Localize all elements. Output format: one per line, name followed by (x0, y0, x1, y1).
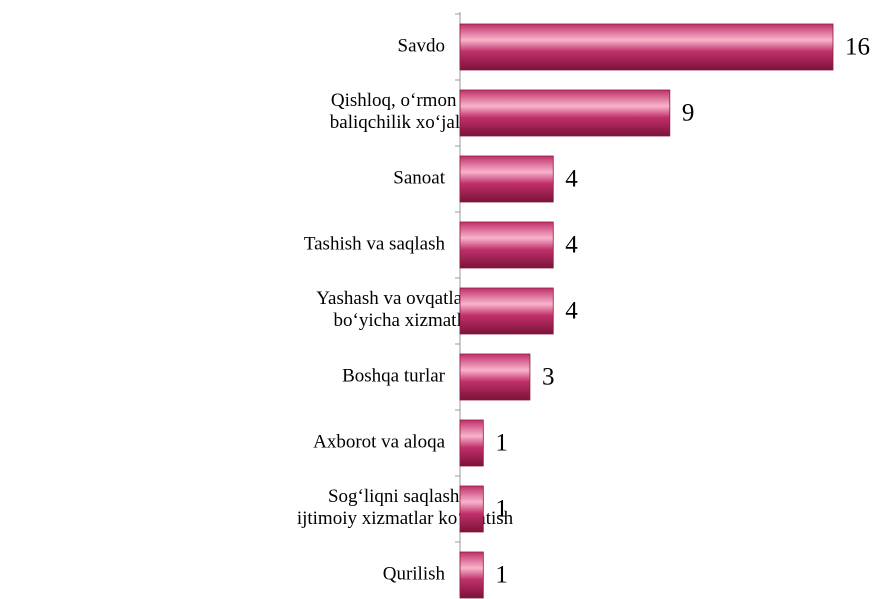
bar (459, 551, 484, 599)
category-label: Tashish va saqlash (304, 233, 446, 254)
bar (459, 89, 671, 137)
category-label: Axborot va aloqa (313, 431, 445, 452)
category-label: Qishloq, o‘rmon va baliqchilik xo‘jaligi (330, 90, 480, 133)
value-label: 4 (565, 298, 578, 325)
label-line: baliqchilik xo‘jaligi (330, 112, 480, 133)
value-label: 3 (542, 364, 555, 391)
value-label: 1 (495, 430, 508, 457)
bar (459, 419, 484, 467)
label-line: Sog‘liqni saqlash va (328, 486, 483, 507)
label-line: bo‘yicha xizmatlar (334, 310, 478, 331)
category-label: Sog‘liqni saqlash va ijtimoiy xizmatlar k… (297, 486, 514, 529)
category-label: Sanoat (393, 167, 445, 188)
label-line: ijtimoiy xizmatlar ko‘rsatish (297, 508, 514, 529)
category-label: Qurilish (383, 563, 446, 584)
value-label: 4 (565, 166, 578, 193)
label-line: Yashash va ovqatlanish (316, 288, 494, 309)
bar (459, 485, 484, 533)
category-label: Yashash va ovqatlanish bo‘yicha xizmatlar (316, 288, 494, 331)
value-label: 1 (495, 562, 508, 589)
bar (459, 221, 554, 269)
value-label: 9 (682, 100, 695, 127)
value-label: 16 (845, 34, 870, 61)
category-label: Savdo (398, 35, 446, 56)
bar (459, 287, 554, 335)
value-label: 4 (565, 232, 578, 259)
value-label: 1 (495, 496, 508, 523)
bar (459, 23, 834, 71)
label-line: Qishloq, o‘rmon va (331, 90, 480, 111)
category-label: Boshqa turlar (342, 365, 446, 386)
bar (459, 155, 554, 203)
bar (459, 353, 531, 401)
